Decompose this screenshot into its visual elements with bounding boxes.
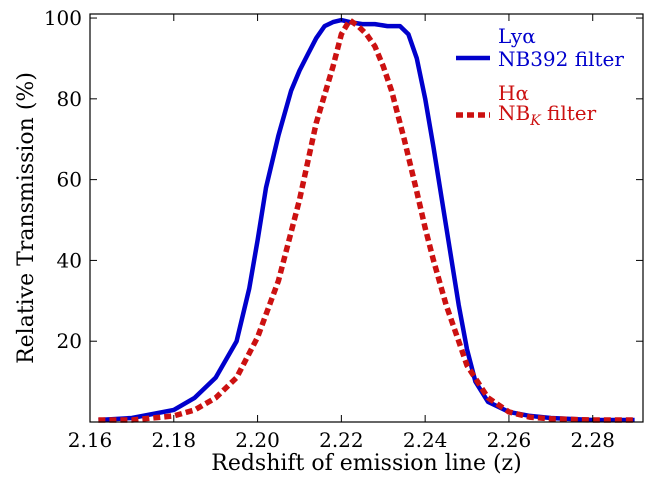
x-tick-label: 2.26 — [487, 428, 532, 452]
y-tick-label: 40 — [57, 248, 82, 272]
legend-label-1: Lyα — [498, 24, 536, 48]
legend-label-1b: NB392 filter — [498, 47, 624, 71]
plot-area — [98, 16, 635, 423]
axes-frame — [89, 13, 644, 423]
legend-label-2: Hα — [498, 81, 529, 105]
x-tick-label: 2.18 — [152, 428, 197, 452]
y-tick-label: 60 — [57, 168, 82, 192]
ticks: 2.16 2.18 2.20 2.22 2.24 2.26 2.28 20 40 60 80 100 — [44, 6, 643, 452]
x-tick-label: 2.28 — [570, 428, 615, 452]
x-axis-label: Redshift of emission line (z) — [211, 451, 521, 476]
x-tick-label: 2.24 — [403, 428, 448, 452]
legend-label-2b: NBK filter — [498, 101, 597, 129]
y-tick-label: 80 — [57, 87, 82, 111]
series-line-2 — [98, 16, 635, 423]
series-line-1 — [98, 17, 635, 423]
x-tick-label: 2.22 — [319, 428, 364, 452]
x-tick-label: 2.20 — [235, 428, 280, 452]
y-axis-label: Relative Transmission (%) — [14, 72, 39, 364]
y-tick-label: 20 — [57, 329, 82, 353]
x-tick-label: 2.16 — [68, 428, 113, 452]
y-tick-label: 100 — [44, 6, 82, 30]
